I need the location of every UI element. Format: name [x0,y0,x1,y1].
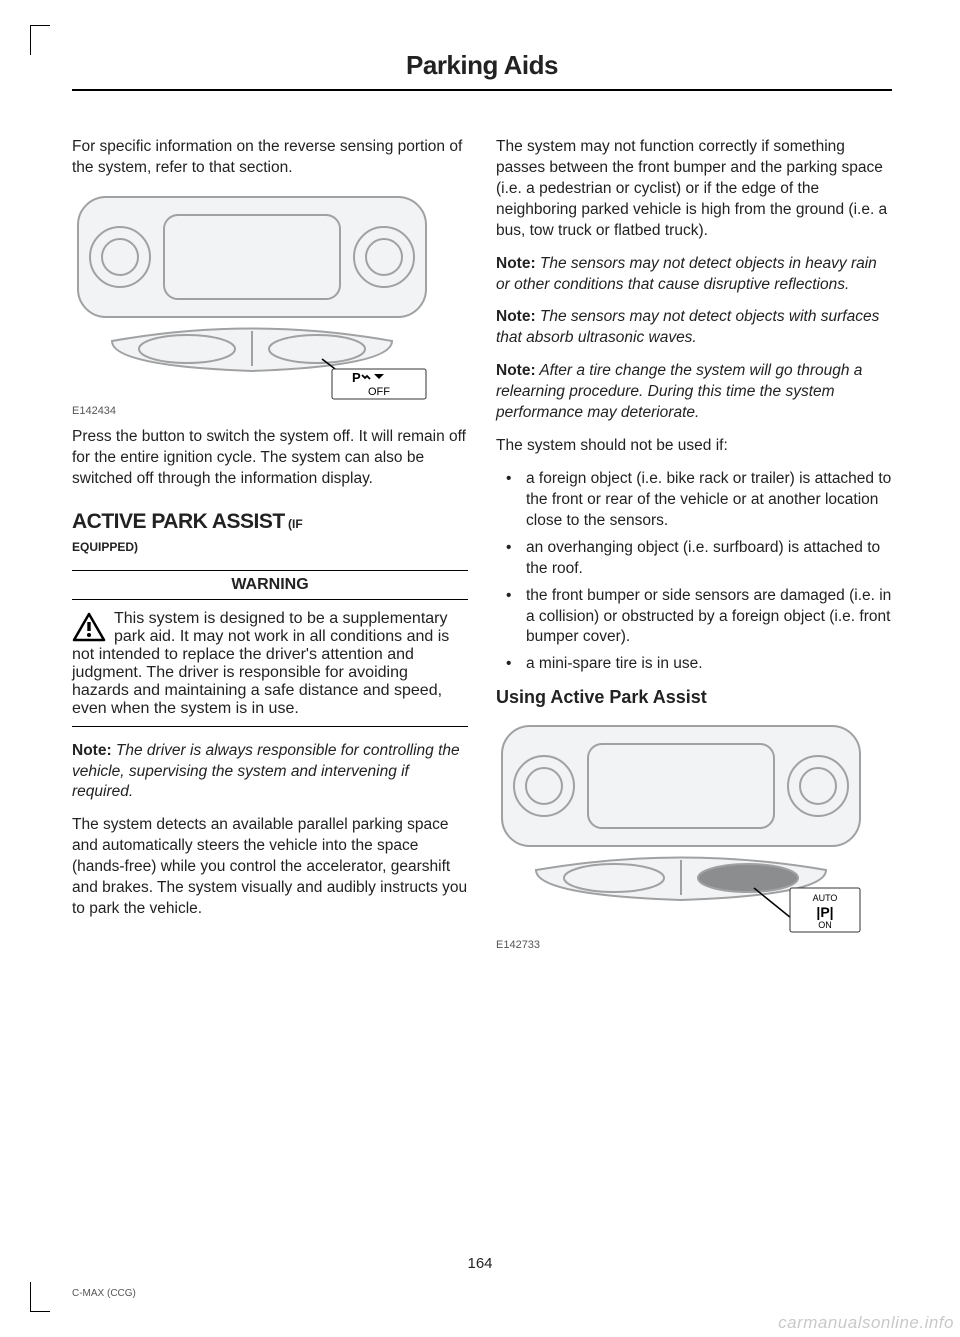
crop-mark-bl [30,1282,50,1312]
console-illustration-on: AUTO |P| ON [496,720,866,935]
list-item: a mini-spare tire is in use. [496,654,892,675]
page-number: 164 [0,1255,960,1272]
system-description: The system detects an available parallel… [72,815,468,920]
list-item: the front bumper or side sensors are dam… [496,586,892,649]
column-right: The system may not function correctly if… [496,137,892,961]
note-tire-change: Note: After a tire change the system wil… [496,361,892,424]
note-ultrasonic: Note: The sensors may not detect objects… [496,307,892,349]
list-intro: The system should not be used if: [496,436,892,457]
svg-text:AUTO: AUTO [813,893,838,903]
figure-sensing-off: P OFF E142434 [72,191,468,417]
warning-box: WARNING This system is designed to be a … [72,570,468,727]
figure-caption-2: E142733 [496,939,892,951]
note-rain: Note: The sensors may not detect objects… [496,254,892,296]
note-text: The driver is always responsible for con… [72,742,460,801]
svg-text:|P|: |P| [816,904,833,920]
figure-caption-1: E142434 [72,405,468,417]
warning-body: This system is designed to be a suppleme… [72,610,468,727]
section-title-sub: EQUIPPED) [72,540,468,554]
restrictions-list: a foreign object (i.e. bike rack or trai… [496,469,892,675]
section-title: ACTIVE PARK ASSIST [72,510,285,533]
warning-triangle-icon [72,612,106,642]
watermark: carmanualsonline.info [778,1313,954,1333]
note-text: The sensors may not detect objects in he… [496,255,877,293]
section-title-suffix: (IF [285,517,303,531]
note-label: Note: [72,742,112,759]
note-text: After a tire change the system will go t… [496,362,862,421]
page-content: Parking Aids For specific information on… [72,50,892,961]
svg-text:P: P [352,370,361,385]
footer-code: C-MAX (CCG) [72,1288,136,1299]
page-title: Parking Aids [72,50,892,91]
two-column-layout: For specific information on the reverse … [72,137,892,961]
figure-active-park: AUTO |P| ON E142733 [496,720,892,951]
column-left: For specific information on the reverse … [72,137,468,961]
note-driver-responsible: Note: The driver is always responsible f… [72,741,468,804]
section-heading-row: ACTIVE PARK ASSIST (IF [72,510,468,534]
btn-off-text: OFF [368,386,390,398]
list-item: an overhanging object (i.e. surfboard) i… [496,538,892,580]
subheading-using: Using Active Park Assist [496,687,892,708]
crop-mark-tl [30,25,50,55]
limitation-paragraph: The system may not function correctly if… [496,137,892,242]
note-text: The sensors may not detect objects with … [496,308,879,346]
warning-label: WARNING [72,570,468,600]
list-item: a foreign object (i.e. bike rack or trai… [496,469,892,532]
intro-paragraph: For specific information on the reverse … [72,137,468,179]
svg-text:ON: ON [818,920,832,930]
after-figure-paragraph: Press the button to switch the system of… [72,427,468,490]
warning-text: This system is designed to be a suppleme… [72,610,449,717]
note-label: Note: [496,308,536,325]
note-label: Note: [496,362,536,379]
console-illustration-off: P OFF [72,191,432,401]
note-label: Note: [496,255,536,272]
